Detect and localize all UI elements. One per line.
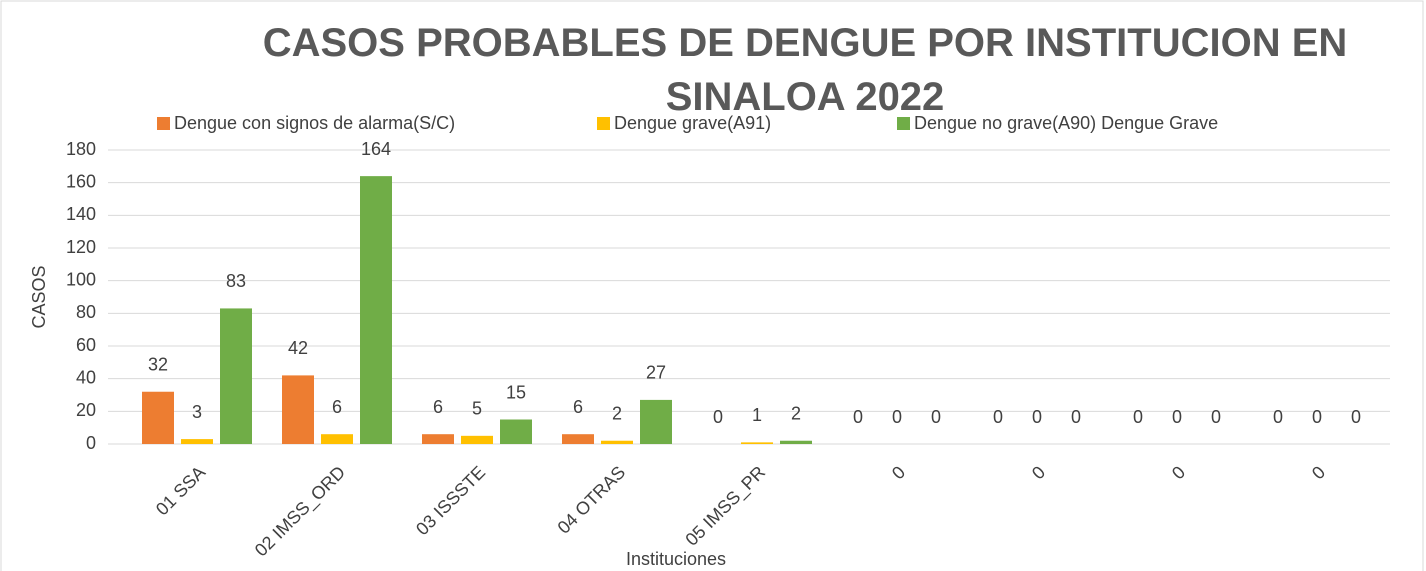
value-label: 0 [931,407,941,427]
y-tick-label: 40 [76,367,96,387]
bar [461,435,493,444]
value-label: 32 [148,354,168,374]
value-label: 0 [1032,407,1042,427]
value-label: 0 [1351,407,1361,427]
value-label: 2 [612,403,622,423]
x-tick-label: 03 ISSSTE [412,462,489,539]
x-tick-label: 0 [1168,462,1189,483]
y-tick-label: 100 [66,269,96,289]
y-tick-label: 0 [86,433,96,453]
bar [640,399,672,444]
value-label: 6 [573,397,583,417]
value-label: 1 [752,405,762,425]
value-label: 0 [1172,407,1182,427]
value-label: 164 [361,139,391,159]
y-tick-label: 120 [66,237,96,257]
value-label: 0 [1133,407,1143,427]
bar [181,439,213,444]
y-tick-label: 140 [66,204,96,224]
value-label: 0 [1273,407,1283,427]
y-tick-label: 160 [66,171,96,191]
value-label: 83 [226,271,246,291]
y-tick-label: 60 [76,335,96,355]
value-label: 0 [713,407,723,427]
x-tick-label: 0 [888,462,909,483]
bar [321,434,353,444]
legend-swatch [597,117,610,130]
value-label: 6 [332,397,342,417]
value-label: 3 [192,402,202,422]
y-tick-label: 180 [66,139,96,159]
y-tick-label: 80 [76,302,96,322]
bar [282,375,314,444]
bar [741,442,773,444]
value-label: 5 [472,399,482,419]
value-label: 0 [993,407,1003,427]
legend-swatch [897,117,910,130]
bar [422,434,454,444]
value-label: 0 [1211,407,1221,427]
bar [601,440,633,444]
x-tick-label: 02 IMSS_ORD [251,462,350,561]
value-label: 0 [1071,407,1081,427]
bar [780,440,812,444]
value-label: 0 [892,407,902,427]
x-tick-label: 0 [1308,462,1329,483]
legend-label: Dengue no grave(A90) Dengue Grave [914,113,1218,133]
x-tick-label: 04 OTRAS [554,462,630,538]
value-label: 15 [506,382,526,402]
x-tick-label: 01 SSA [152,462,209,519]
y-tick-label: 20 [76,400,96,420]
y-axis-label: CASOS [29,265,49,328]
chart-title: CASOS PROBABLES DE DENGUE POR INSTITUCIO… [262,21,1348,119]
x-tick-label: 0 [1028,462,1049,483]
value-label: 0 [1312,407,1322,427]
value-label: 0 [853,407,863,427]
bar [500,419,532,444]
x-tick-label: 05 IMSS_PR [681,462,769,550]
x-axis-label: Instituciones [626,549,726,569]
bar [562,434,594,444]
legend-label: Dengue grave(A91) [614,113,771,133]
value-label: 6 [433,397,443,417]
legend-label: Dengue con signos de alarma(S/C) [174,113,455,133]
legend-swatch [157,117,170,130]
bar [360,176,392,444]
value-label: 42 [288,338,308,358]
value-label: 27 [646,363,666,383]
bar [220,308,252,444]
bar [142,391,174,444]
value-label: 2 [791,403,801,423]
